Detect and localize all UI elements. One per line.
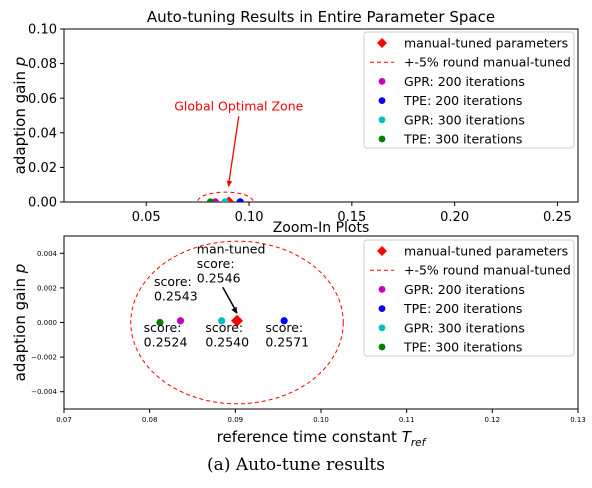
- x-tick-label: 0.12: [485, 416, 501, 424]
- arrow-head: [226, 180, 233, 188]
- legend-label: GPR: 200 iterations: [404, 282, 525, 297]
- chart-panel-2: Zoom-In Plots 0.07 0.08 0.09 0.10 0.11 0.12 0.1…: [11, 220, 586, 449]
- x-tick-label: 0.15: [337, 210, 366, 225]
- y-tick-label: 0.10: [28, 23, 57, 38]
- data-point: [176, 317, 185, 325]
- plot-area: [197, 191, 254, 202]
- data-point: [221, 198, 229, 202]
- x-axis-label: reference time constant Tref: [217, 428, 428, 449]
- figure-caption: (a) Auto-tune results: [207, 455, 385, 475]
- data-point: [156, 318, 164, 327]
- x-tick-label: 0.09: [228, 416, 244, 424]
- legend-marker: [378, 324, 386, 332]
- legend-marker: [378, 305, 386, 312]
- legend-label: manual-tuned parameters: [404, 36, 568, 51]
- legend-label: GPR: 300 iterations: [404, 112, 525, 127]
- legend-marker: [377, 246, 387, 256]
- legend-label: +-5% round manual-tuned: [404, 263, 571, 278]
- data-point-manual: [231, 314, 244, 327]
- score-label: score:: [205, 320, 243, 335]
- data-point: [280, 317, 288, 325]
- x-tick-label: 0.13: [570, 416, 586, 424]
- score-label: 0.2540: [205, 335, 249, 350]
- score-label: score:: [154, 274, 192, 289]
- legend-label: manual-tuned parameters: [404, 244, 568, 259]
- data-point: [236, 198, 244, 202]
- data-point: [206, 198, 214, 202]
- x-tick-label: 0.10: [235, 210, 264, 225]
- plot-area: [130, 240, 344, 405]
- legend-label: TPE: 300 iterations: [403, 340, 522, 355]
- annotation-arrow: [227, 116, 240, 186]
- legend-marker: [378, 343, 386, 351]
- legend-label: TPE: 300 iterations: [403, 132, 522, 147]
- legend-marker: [377, 38, 387, 48]
- score-label: 0.2571: [265, 335, 309, 350]
- score-label: score:: [265, 320, 303, 335]
- plot-frame: [63, 28, 579, 203]
- y-axis-label: adaption gain p: [11, 57, 29, 175]
- legend-box: [363, 31, 575, 149]
- annotation-text: Global Optimal Zone: [174, 98, 303, 113]
- y-tick-label: −0.004: [31, 388, 57, 396]
- score-label: score:: [197, 256, 235, 271]
- y-tick-label: 0.08: [28, 57, 57, 72]
- legend-marker: [378, 135, 386, 143]
- y-tick-label: −0.002: [31, 354, 57, 362]
- legend-label: GPR: 300 iterations: [404, 320, 525, 335]
- score-label: 0.2524: [144, 335, 188, 350]
- legend-label: +-5% round manual-tuned: [404, 55, 571, 70]
- legend-box: [363, 239, 575, 357]
- y-tick-label: 0.04: [28, 126, 57, 141]
- x-tick-label: 0.07: [56, 416, 72, 424]
- data-point: [218, 317, 226, 325]
- y-tick-label: 0.002: [37, 284, 57, 292]
- score-label: man-tuned: [197, 241, 266, 256]
- chart-title: Auto-tuning Results in Entire Parameter …: [147, 8, 495, 26]
- zone-ellipse: [197, 191, 254, 202]
- y-tick-label: 0.00: [28, 196, 57, 211]
- chart-panel-1: Auto-tuning Results in Entire Parameter …: [11, 8, 579, 225]
- score-label: score:: [144, 320, 182, 335]
- legend-marker: [378, 97, 386, 104]
- chart-title: Zoom-In Plots: [273, 220, 370, 236]
- zone-ellipse: [130, 240, 344, 405]
- x-tick-label: 0.25: [543, 210, 572, 225]
- y-tick-label: 0.004: [37, 250, 58, 258]
- score-label: 0.2546: [197, 270, 241, 285]
- y-axis-label: adaption gain p: [11, 264, 29, 382]
- score-label: 0.2543: [154, 289, 198, 304]
- x-tick-label: 0.20: [440, 210, 469, 225]
- y-tick-label: 0.02: [28, 161, 57, 176]
- legend-label: GPR: 200 iterations: [404, 74, 525, 89]
- legend-marker: [378, 78, 386, 85]
- x-tick-label: 0.05: [132, 210, 161, 225]
- y-tick-label: 0.06: [28, 92, 57, 107]
- y-tick-label: 0.000: [37, 319, 57, 327]
- legend-marker: [378, 116, 386, 124]
- legend-label: TPE: 200 iterations: [403, 93, 522, 108]
- legend-marker: [378, 286, 386, 293]
- x-tick-label: 0.10: [313, 416, 329, 424]
- arrow-head: [231, 306, 238, 314]
- x-tick-label: 0.11: [399, 416, 415, 424]
- legend-label: TPE: 200 iterations: [403, 301, 522, 316]
- x-tick-label: 0.08: [142, 416, 158, 424]
